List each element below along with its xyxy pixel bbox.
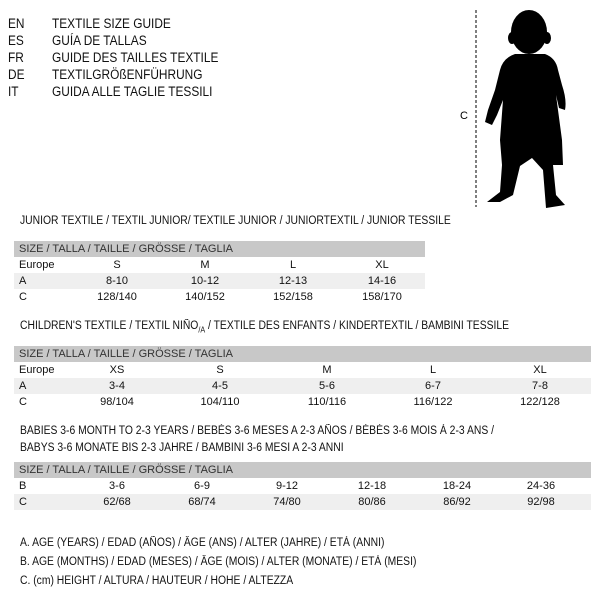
table-header: SIZE / TALLA / TAILLE / GRÖSSE / TAGLIA: [14, 346, 591, 362]
children-size-table: SIZE / TALLA / TAILLE / GRÖSSE / TAGLIA E…: [14, 346, 591, 410]
title-part: CHILDREN'S TEXTILE / TEXTIL NIÑO: [20, 320, 199, 332]
table-cell: 3-4: [109, 380, 125, 392]
table-row: C 128/140 140/152 152/158 158/170: [14, 289, 425, 305]
child-silhouette-figure: C: [460, 10, 566, 208]
row-label: A: [19, 380, 27, 392]
table-cell: 98/104: [100, 396, 134, 408]
language-code: ES: [8, 33, 24, 48]
row-label: Europe: [19, 259, 55, 271]
table-cell: 116/122: [413, 396, 453, 408]
language-code: EN: [8, 16, 25, 31]
language-title-es: ES GUÍA DE TALLAS: [8, 33, 147, 48]
table-cell: 80/86: [358, 496, 386, 508]
babies-section-title-line2: BABYS 3-6 MONATE BIS 2-3 JAHRE / BAMBINI…: [20, 442, 344, 454]
row-label: B: [19, 480, 27, 492]
table-cell: 24-36: [526, 480, 556, 492]
table-row: C 98/104 104/110 110/116 116/122 122/128: [14, 394, 591, 410]
table-cell: 74/80: [273, 496, 301, 508]
table-cell: 5-6: [319, 380, 335, 392]
table-cell: XL: [375, 259, 389, 271]
child-silhouette-icon: [485, 10, 566, 208]
table-cell: 158/170: [362, 291, 402, 303]
table-cell: XL: [533, 364, 547, 376]
table-cell: 7-8: [532, 380, 548, 392]
table-cell: XS: [109, 364, 125, 376]
table-cell: 8-10: [105, 275, 129, 287]
guide-title: GUIDE DES TAILLES TEXTILE: [52, 50, 219, 65]
table-cell: 104/110: [200, 396, 240, 408]
table-cell: 6-9: [194, 480, 210, 492]
table-cell: 92/98: [527, 496, 555, 508]
row-label: A: [19, 275, 27, 287]
junior-section-title: JUNIOR TEXTILE / TEXTIL JUNIOR/ TEXTILE …: [20, 215, 451, 227]
table-cell: 6-7: [425, 380, 441, 392]
table-cell: 12-18: [357, 480, 387, 492]
table-row: Europe XS S M L XL: [14, 362, 591, 378]
height-label: C: [460, 110, 468, 122]
table-cell: 140/152: [185, 291, 225, 303]
guide-title: TEXTILE SIZE GUIDE: [52, 16, 171, 31]
legend-item: B. AGE (MONTHS) / EDAD (MESES) / ÂGE (MO…: [20, 556, 417, 568]
table-header: SIZE / TALLA / TAILLE / GRÖSSE / TAGLIA: [14, 241, 425, 257]
language-code: FR: [8, 50, 24, 65]
language-code: IT: [8, 84, 19, 99]
table-cell: L: [289, 259, 297, 271]
language-code: DE: [8, 67, 25, 82]
row-label: C: [19, 496, 27, 508]
table-header: SIZE / TALLA / TAILLE / GRÖSSE / TAGLIA: [14, 462, 591, 478]
table-cell: 4-5: [212, 380, 228, 392]
language-title-en: EN TEXTILE SIZE GUIDE: [8, 16, 171, 31]
table-cell: 128/140: [97, 291, 137, 303]
table-cell: 86/92: [443, 496, 471, 508]
row-label: C: [19, 396, 27, 408]
table-cell: 68/74: [188, 496, 216, 508]
table-row: C 62/68 68/74 74/80 80/86 86/92 92/98: [14, 494, 591, 510]
guide-title: TEXTILGRÖßENFÜHRUNG: [52, 67, 203, 82]
title-part: / TEXTILE DES ENFANTS / KINDERTEXTIL / B…: [205, 320, 510, 332]
table-cell: 14-16: [367, 275, 397, 287]
language-title-it: IT GUIDA ALLE TAGLIE TESSILI: [8, 84, 212, 99]
table-cell: 3-6: [109, 480, 125, 492]
language-title-fr: FR GUIDE DES TAILLES TEXTILE: [8, 50, 218, 65]
table-cell: M: [200, 259, 210, 271]
table-row: A 3-4 4-5 5-6 6-7 7-8: [14, 378, 591, 394]
guide-title: GUIDA ALLE TAGLIE TESSILI: [52, 84, 213, 99]
guide-title: GUÍA DE TALLAS: [52, 33, 147, 48]
title-subscript: /A: [198, 325, 206, 335]
table-cell: 18-24: [442, 480, 472, 492]
legend-item: A. AGE (YEARS) / EDAD (AÑOS) / ÂGE (ANS)…: [20, 537, 385, 549]
language-title-de: DE TEXTILGRÖßENFÜHRUNG: [8, 67, 202, 82]
table-cell: L: [429, 364, 437, 376]
legend-item: C. (cm) HEIGHT / ALTURA / HAUTEUR / HÖHE…: [20, 575, 294, 587]
table-cell: 62/68: [103, 496, 131, 508]
table-cell: 10-12: [190, 275, 220, 287]
table-cell: 152/158: [273, 291, 313, 303]
table-cell: 12-13: [278, 275, 308, 287]
row-label: Europe: [19, 364, 55, 376]
row-label: C: [19, 291, 27, 303]
babies-size-table: SIZE / TALLA / TAILLE / GRÖSSE / TAGLIA B…: [14, 462, 591, 510]
babies-section-title-line1: BABIES 3-6 MONTH TO 2-3 YEARS / BEBÉS 3-…: [20, 425, 494, 437]
table-row: Europe S M L XL: [14, 257, 425, 273]
children-section-title: CHILDREN'S TEXTILE / TEXTIL NIÑO/A / TEX…: [20, 320, 509, 334]
table-row: A 8-10 10-12 12-13 14-16: [14, 273, 425, 289]
table-cell: 110/116: [307, 396, 347, 408]
table-cell: 9-12: [275, 480, 299, 492]
junior-size-table: SIZE / TALLA / TAILLE / GRÖSSE / TAGLIA E…: [14, 241, 425, 305]
table-cell: M: [322, 364, 332, 376]
table-cell: S: [113, 259, 121, 271]
table-row: B 3-6 6-9 9-12 12-18 18-24 24-36: [14, 478, 591, 494]
table-cell: S: [216, 364, 224, 376]
table-cell: 122/128: [520, 396, 560, 408]
